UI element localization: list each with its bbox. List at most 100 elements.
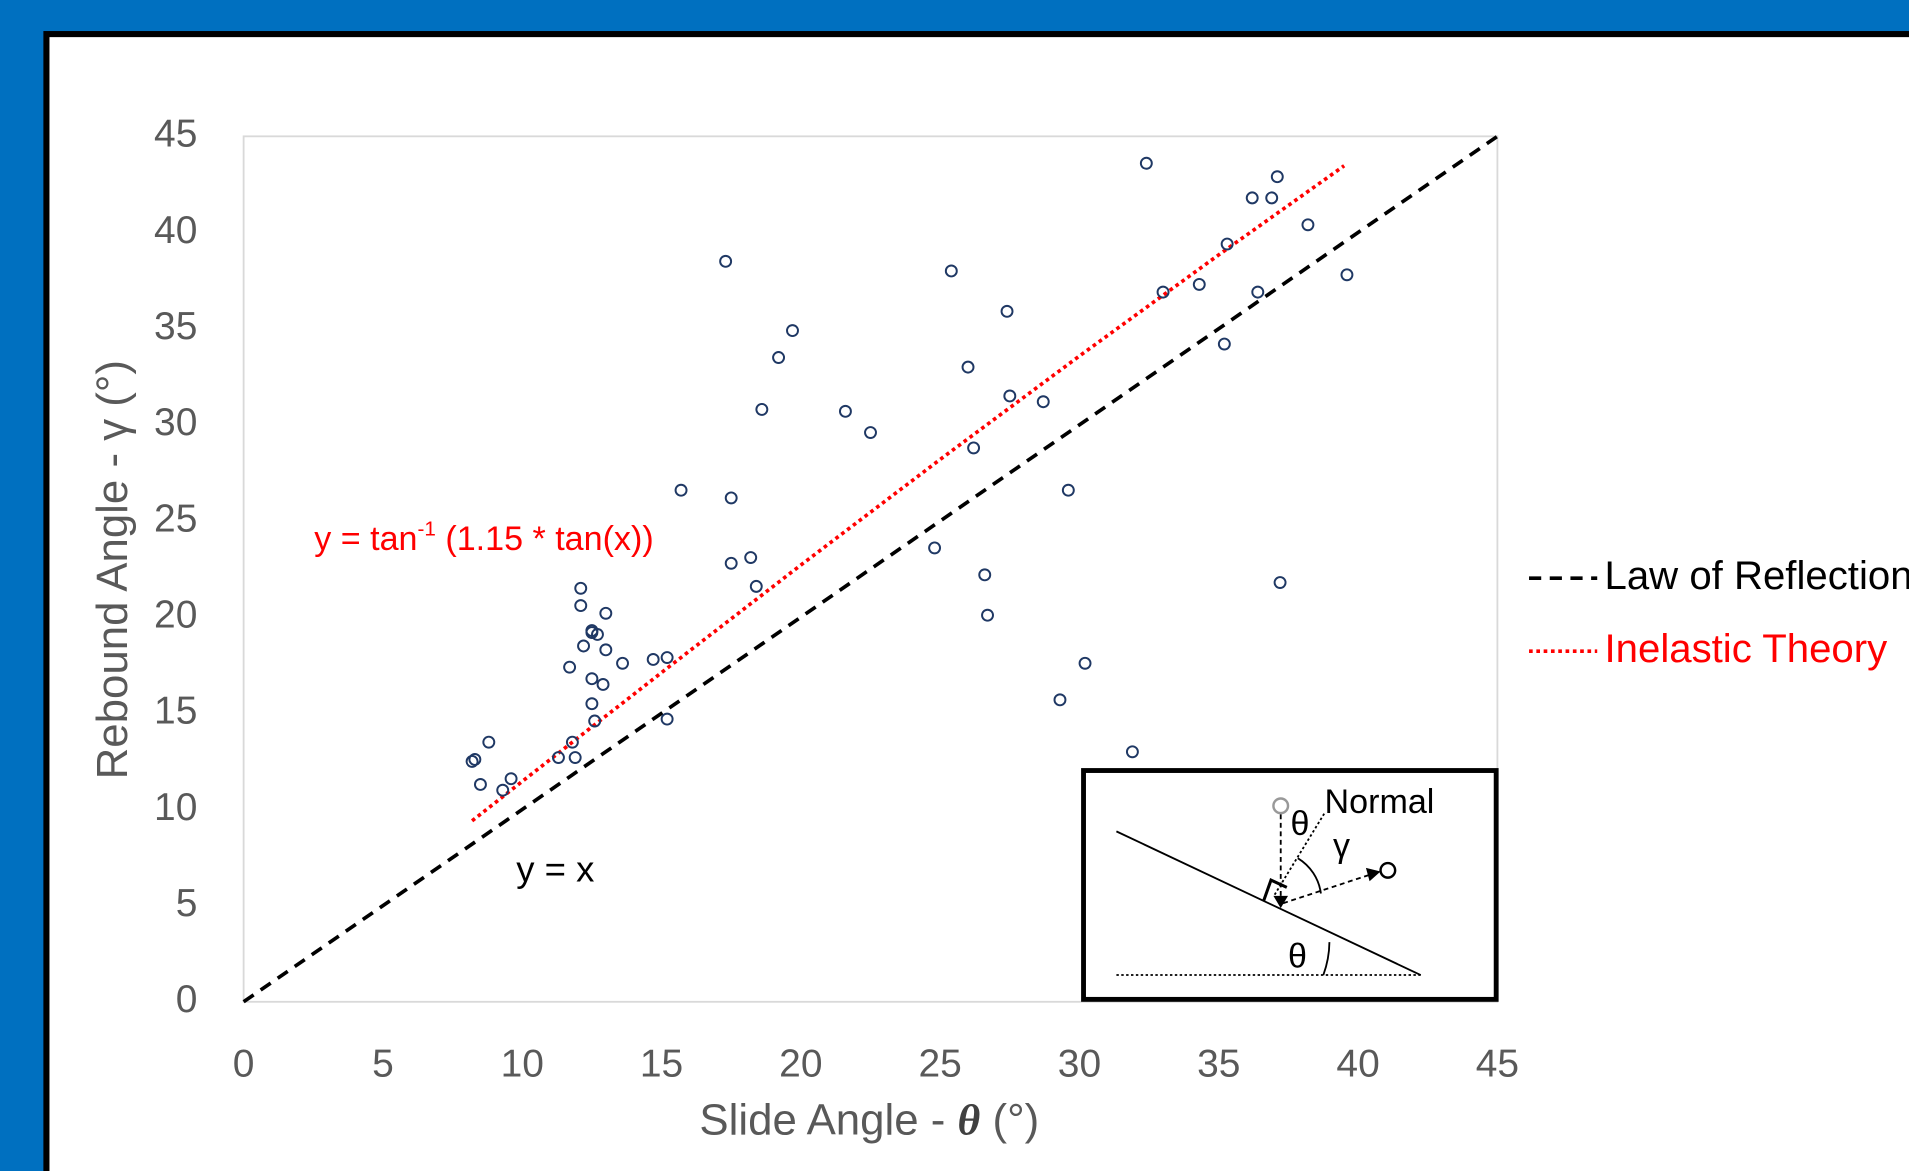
x-tick-label: 25 <box>919 1043 962 1086</box>
data-point <box>1273 576 1287 589</box>
data-point <box>1036 395 1050 409</box>
data-point <box>660 712 674 726</box>
y-axis-title: Rebound Angle - γ (°) <box>88 360 137 779</box>
outgoing <box>1282 874 1369 905</box>
x-tick-label: 40 <box>1336 1043 1379 1086</box>
x-tick-label: 15 <box>640 1043 683 1086</box>
slope <box>1116 830 1422 976</box>
arrowhead <box>1365 867 1381 882</box>
data-point <box>1301 218 1315 232</box>
y-tick-label: 45 <box>154 113 197 156</box>
data-point <box>568 751 582 764</box>
series-line <box>470 164 1346 823</box>
data-point <box>981 608 994 622</box>
angle-arc <box>1322 942 1331 976</box>
y-tick-label: 20 <box>154 593 197 636</box>
ball-start <box>1272 797 1290 815</box>
data-point <box>660 651 674 664</box>
arrowhead <box>1273 895 1289 909</box>
right-angle <box>1262 877 1288 902</box>
gamma-arc <box>1297 857 1322 894</box>
legend-label: Inelastic Theory <box>1605 626 1888 671</box>
annotation-part: -1 <box>417 518 435 541</box>
data-point <box>724 556 738 570</box>
inset-label: γ <box>1333 827 1350 865</box>
data-point <box>961 360 975 374</box>
data-point <box>1053 693 1067 707</box>
data-point <box>1251 285 1265 299</box>
inset-label: Normal <box>1325 783 1435 821</box>
data-point <box>1340 268 1354 282</box>
data-point <box>468 753 482 766</box>
y-tick-label: 15 <box>154 690 197 733</box>
data-point <box>838 404 852 418</box>
data-point <box>772 351 786 364</box>
annotation: y = tan-1 (1.15 * tan(x)) <box>314 518 653 559</box>
data-point <box>504 772 518 786</box>
data-point <box>755 402 769 416</box>
y-tick-label: 5 <box>176 882 198 925</box>
y-tick-label: 35 <box>154 305 197 348</box>
legend-label: Law of Reflection <box>1605 553 1909 598</box>
plot-frame <box>242 135 1499 1003</box>
data-point <box>574 581 588 595</box>
annotation: y = x <box>516 848 594 889</box>
inset-diagram: Normal θ γ θ <box>1081 768 1499 1002</box>
y-tick-label: 10 <box>154 786 197 829</box>
data-point <box>585 672 599 686</box>
x-axis-title: Slide Angle - θ (°) <box>699 1095 1039 1144</box>
data-point <box>674 483 688 497</box>
data-point <box>744 551 758 564</box>
x-axis-title-part: (°) <box>980 1095 1039 1144</box>
x-tick-label: 45 <box>1476 1043 1519 1086</box>
annotation-part: y = tan <box>314 520 417 558</box>
data-point <box>1220 237 1234 251</box>
y-tick-label: 0 <box>176 978 198 1021</box>
x-axis-title-part: Slide Angle - <box>699 1095 957 1144</box>
x-tick-label: 10 <box>501 1043 544 1086</box>
data-point <box>1000 304 1014 318</box>
inset-label: θ <box>1288 938 1307 976</box>
inset-label: θ <box>1290 805 1309 843</box>
x-axis-title-symbol: θ <box>958 1096 981 1144</box>
y-tick-label: 25 <box>154 497 197 540</box>
x-tick-label: 0 <box>233 1043 255 1086</box>
data-point <box>616 656 629 670</box>
data-point <box>588 714 602 728</box>
data-point <box>1245 191 1259 205</box>
data-point <box>978 568 992 582</box>
data-point <box>585 697 599 711</box>
data-point <box>496 783 510 797</box>
data-point <box>596 678 610 691</box>
data-point <box>577 639 590 653</box>
data-point <box>585 626 599 639</box>
data-point <box>574 599 588 613</box>
data-point <box>1156 285 1170 299</box>
data-point <box>786 324 799 338</box>
annotation-part: (1.15 * tan(x)) <box>436 520 654 558</box>
data-point <box>552 751 565 764</box>
data-point <box>967 441 981 455</box>
x-tick-label: 30 <box>1058 1043 1101 1086</box>
data-point <box>749 579 763 593</box>
inset-box <box>1081 768 1499 1002</box>
data-point <box>599 643 613 657</box>
panel <box>43 31 1909 1171</box>
data-point <box>1078 656 1092 670</box>
data-point <box>646 653 660 666</box>
data-point <box>724 491 738 505</box>
data-point <box>563 660 577 674</box>
data-point <box>1270 170 1284 184</box>
data-point <box>1217 337 1231 351</box>
data-point <box>1192 277 1206 291</box>
series-line <box>242 134 1499 1004</box>
x-tick-label: 5 <box>372 1043 394 1086</box>
normal-line <box>1273 812 1326 896</box>
ball-end <box>1379 861 1397 879</box>
data-point <box>928 541 942 555</box>
data-point <box>591 628 604 641</box>
y-tick-label: 30 <box>154 401 197 444</box>
data-point <box>1139 156 1153 170</box>
data-point <box>565 735 579 749</box>
